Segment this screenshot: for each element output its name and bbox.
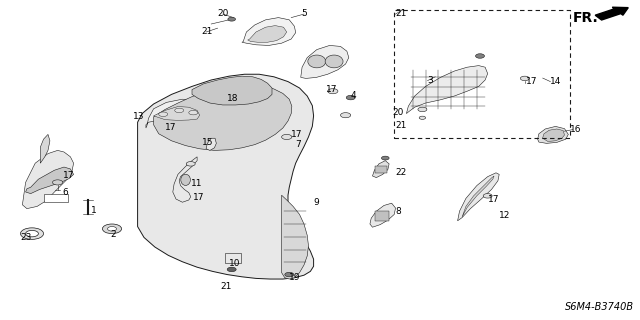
Text: 9: 9 — [314, 198, 319, 207]
Text: 8: 8 — [396, 207, 401, 216]
Text: 16: 16 — [570, 125, 581, 134]
Text: 21: 21 — [395, 9, 406, 18]
Polygon shape — [242, 18, 296, 45]
Text: 4: 4 — [351, 91, 356, 100]
Circle shape — [186, 162, 195, 166]
Text: 21: 21 — [396, 121, 407, 130]
Circle shape — [159, 112, 168, 116]
Polygon shape — [370, 203, 396, 227]
Ellipse shape — [308, 55, 326, 68]
Polygon shape — [301, 45, 349, 78]
Text: 17: 17 — [193, 193, 205, 202]
Text: 17: 17 — [165, 123, 177, 132]
Polygon shape — [192, 76, 272, 105]
Polygon shape — [462, 176, 494, 217]
Circle shape — [52, 180, 63, 185]
Text: 13: 13 — [133, 112, 145, 121]
Text: 17: 17 — [291, 130, 303, 139]
Text: 17: 17 — [526, 77, 538, 86]
Polygon shape — [146, 99, 206, 128]
Text: 21: 21 — [221, 282, 232, 291]
Text: 18: 18 — [227, 94, 239, 103]
Text: 21: 21 — [202, 28, 213, 36]
Circle shape — [418, 107, 427, 112]
Circle shape — [189, 110, 198, 115]
Text: 2: 2 — [110, 230, 116, 239]
Polygon shape — [206, 138, 216, 150]
Ellipse shape — [325, 55, 343, 68]
Text: 5: 5 — [301, 9, 307, 18]
Circle shape — [285, 272, 294, 277]
Polygon shape — [406, 66, 488, 114]
Text: 17: 17 — [326, 85, 338, 94]
Circle shape — [328, 89, 338, 94]
Text: S6M4-B3740B: S6M4-B3740B — [564, 302, 634, 312]
Text: FR.: FR. — [573, 11, 598, 25]
Circle shape — [346, 95, 355, 100]
Polygon shape — [138, 74, 314, 279]
Polygon shape — [538, 126, 568, 143]
Polygon shape — [543, 129, 564, 141]
Text: 14: 14 — [550, 77, 562, 86]
Bar — [394, 10, 570, 138]
Polygon shape — [26, 167, 74, 194]
Text: 22: 22 — [396, 168, 407, 177]
Circle shape — [476, 54, 484, 58]
Polygon shape — [282, 195, 308, 279]
Text: 7: 7 — [296, 140, 301, 149]
Polygon shape — [40, 134, 50, 163]
Circle shape — [340, 113, 351, 118]
Polygon shape — [173, 157, 197, 202]
Text: 23: 23 — [20, 233, 32, 242]
Bar — [225, 253, 241, 263]
Text: 17: 17 — [63, 171, 74, 180]
Text: 12: 12 — [499, 211, 511, 220]
Circle shape — [108, 227, 116, 231]
Text: 20: 20 — [392, 108, 404, 117]
Circle shape — [381, 156, 389, 160]
Polygon shape — [372, 161, 389, 178]
Polygon shape — [458, 173, 499, 221]
Text: 20: 20 — [218, 9, 229, 18]
Text: 15: 15 — [202, 138, 213, 147]
Text: 10: 10 — [229, 260, 241, 268]
Ellipse shape — [180, 174, 191, 185]
Circle shape — [102, 224, 122, 234]
Circle shape — [282, 134, 292, 140]
Circle shape — [175, 108, 184, 113]
Polygon shape — [154, 84, 292, 150]
Polygon shape — [248, 26, 287, 42]
Text: 19: 19 — [289, 273, 301, 282]
Circle shape — [520, 76, 529, 81]
Text: 3: 3 — [428, 76, 433, 85]
Text: 6: 6 — [63, 188, 68, 197]
FancyArrow shape — [595, 7, 628, 20]
Polygon shape — [22, 150, 74, 209]
Bar — [44, 194, 68, 202]
Text: 17: 17 — [488, 195, 499, 204]
Circle shape — [227, 267, 236, 272]
Text: 11: 11 — [191, 179, 202, 188]
Circle shape — [483, 194, 492, 198]
Circle shape — [20, 228, 44, 239]
Bar — [375, 166, 387, 173]
Circle shape — [26, 230, 38, 237]
Polygon shape — [154, 107, 200, 120]
Circle shape — [228, 17, 236, 21]
Text: 1: 1 — [91, 206, 97, 215]
Bar — [375, 211, 389, 221]
Circle shape — [419, 116, 426, 119]
